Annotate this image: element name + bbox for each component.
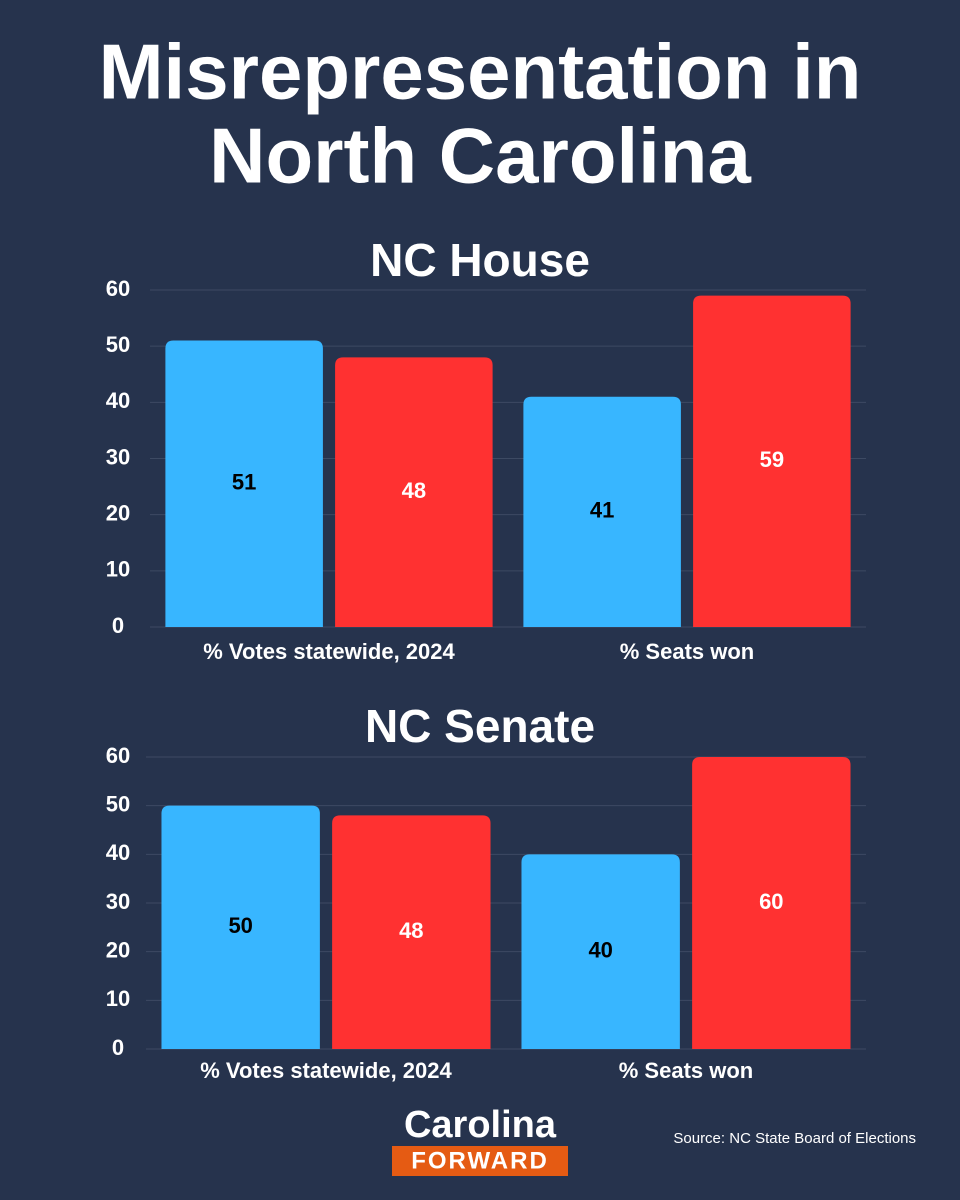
x-tick-label: % Seats won	[619, 1058, 753, 1083]
x-tick-label: % Seats won	[620, 639, 754, 664]
y-tick-label: 60	[106, 743, 130, 768]
x-tick-label: % Votes statewide, 2024	[200, 1058, 452, 1083]
bar	[335, 357, 493, 627]
y-tick-label: 30	[106, 444, 130, 469]
y-tick-label: 20	[106, 500, 130, 525]
chart-title: NC House	[370, 234, 590, 286]
bar	[165, 340, 323, 627]
logo-box	[392, 1146, 568, 1176]
data-label: 60	[759, 889, 783, 914]
data-label: 59	[760, 447, 784, 472]
data-label: 50	[228, 913, 252, 938]
y-tick-label: 0	[112, 1035, 124, 1060]
data-label: 48	[402, 478, 426, 503]
y-tick-label: 60	[106, 276, 130, 301]
y-tick-label: 50	[106, 791, 130, 816]
bar	[161, 805, 320, 1049]
x-tick-label: % Votes statewide, 2024	[203, 639, 455, 664]
y-tick-label: 40	[106, 840, 130, 865]
y-tick-label: 30	[106, 889, 130, 914]
main-title: Misrepresentation in	[99, 28, 862, 116]
data-label: 41	[590, 498, 614, 523]
data-label: 51	[232, 470, 256, 495]
data-label: 40	[588, 937, 612, 962]
logo-text: FORWARD	[411, 1147, 549, 1174]
y-tick-label: 40	[106, 388, 130, 413]
bar	[521, 854, 680, 1049]
y-tick-label: 10	[106, 557, 130, 582]
data-label: 48	[399, 918, 423, 943]
bar	[332, 815, 491, 1049]
bar	[692, 757, 851, 1049]
y-tick-label: 50	[106, 332, 130, 357]
y-tick-label: 10	[106, 986, 130, 1011]
bar	[693, 295, 851, 627]
logo-text: Carolina	[404, 1104, 557, 1146]
y-tick-label: 20	[106, 937, 130, 962]
y-tick-label: 0	[112, 613, 124, 638]
bar	[523, 396, 681, 627]
chart-title: NC Senate	[365, 700, 595, 752]
main-title: North Carolina	[209, 112, 751, 200]
source: Source: NC State Board of Elections	[673, 1130, 916, 1147]
